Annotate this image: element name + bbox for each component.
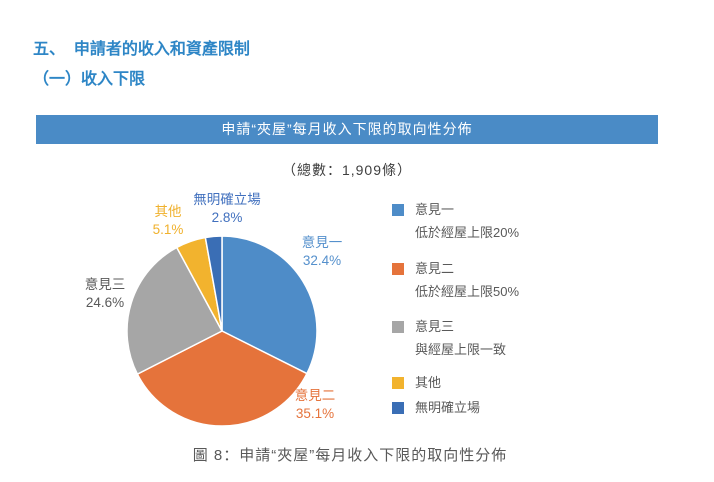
- subsection-heading: （一）收入下限: [33, 71, 146, 88]
- slice-label-text: 意見二: [294, 388, 336, 403]
- legend-description: 低於經屋上限20%: [415, 225, 520, 240]
- slice-label-pct: 32.4%: [302, 253, 342, 268]
- legend-item-opinion3: 意見三 與經屋上限一致: [392, 319, 506, 357]
- legend-item-no-stance: 無明確立場: [392, 400, 480, 415]
- pie-slice-label-opinion2: 意見二 35.1%: [267, 387, 363, 423]
- legend-swatch-darkblue: [392, 402, 404, 414]
- legend-swatch-yellow: [392, 377, 404, 389]
- legend-description: 與經屋上限一致: [415, 342, 507, 357]
- slice-label-text: 無明確立場: [193, 192, 261, 207]
- chart-title-banner: 申請“夾屋”每月收入下限的取向性分佈: [36, 115, 658, 144]
- chart-title: 申請“夾屋”每月收入下限的取向性分佈: [221, 121, 473, 137]
- slice-label-text: 意見三: [84, 277, 126, 292]
- legend-label: 意見二: [415, 261, 455, 276]
- pie-chart: 意見一 32.4% 意見二 35.1% 意見三 24.6% 其他 5.1% 無明…: [0, 185, 714, 435]
- pie-slice-label-opinion3: 意見三 24.6%: [57, 276, 153, 312]
- slice-label-text: 其他: [154, 204, 182, 219]
- slice-label-pct: 35.1%: [295, 406, 335, 421]
- pie-slice-5: [204, 235, 223, 332]
- pie-slice-3: [126, 246, 224, 376]
- legend-label: 意見一: [415, 202, 455, 217]
- figure-caption: 圖 8：申請“夾屋”每月收入下限的取向性分佈: [192, 447, 508, 464]
- legend-swatch-gray: [392, 321, 404, 333]
- legend-item-other: 其他: [392, 375, 441, 390]
- pie-slice-label-other: 其他 5.1%: [120, 203, 216, 239]
- slice-label-text: 意見一: [301, 235, 343, 250]
- legend-description: 低於經屋上限50%: [415, 284, 520, 299]
- legend-label: 意見三: [415, 319, 455, 334]
- legend-swatch-blue: [392, 204, 404, 216]
- pie-slice-1: [221, 235, 318, 375]
- slice-label-pct: 5.1%: [152, 222, 184, 237]
- total-count-label: （總數：1,909條）: [281, 162, 413, 178]
- legend-label: 其他: [415, 375, 442, 390]
- pie-chart-svg: [126, 235, 318, 427]
- slice-label-pct: 24.6%: [85, 295, 125, 310]
- legend-label: 無明確立場: [415, 400, 481, 415]
- legend-item-opinion2: 意見二 低於經屋上限50%: [392, 261, 519, 299]
- slice-label-pct: 2.8%: [211, 210, 243, 225]
- pie-slice-2: [136, 330, 308, 427]
- section-heading: 五、 申請者的收入和資產限制: [33, 41, 250, 58]
- pie-slice-label-opinion1: 意見一 32.4%: [274, 234, 370, 270]
- legend-item-opinion1: 意見一 低於經屋上限20%: [392, 202, 519, 240]
- legend-swatch-orange: [392, 263, 404, 275]
- pie-slice-label-no-stance: 無明確立場 2.8%: [179, 191, 275, 227]
